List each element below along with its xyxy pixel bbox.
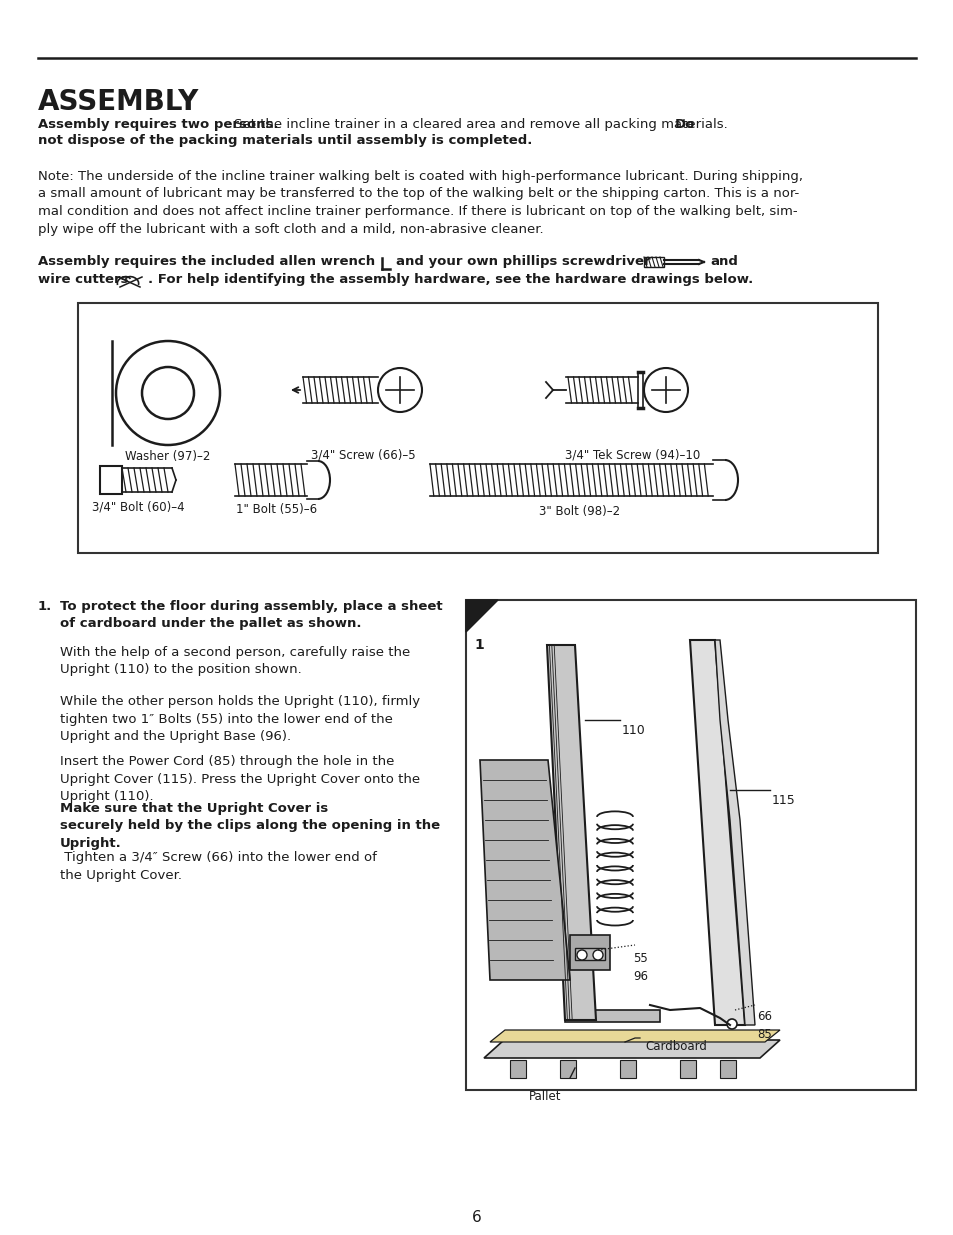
- Text: Assembly requires two persons.: Assembly requires two persons.: [38, 119, 278, 131]
- Text: . For help identifying the assembly hardware, see the hardware drawings below.: . For help identifying the assembly hard…: [148, 273, 753, 287]
- Text: 6: 6: [472, 1210, 481, 1225]
- Text: 96: 96: [633, 969, 647, 983]
- Text: Pallet: Pallet: [528, 1091, 560, 1103]
- Text: Washer (97)–2: Washer (97)–2: [125, 450, 211, 463]
- Polygon shape: [483, 1040, 780, 1058]
- Circle shape: [726, 1019, 737, 1029]
- Polygon shape: [490, 1030, 780, 1042]
- Text: 85: 85: [757, 1028, 771, 1041]
- Text: Set the incline trainer in a cleared area and remove all packing materials.: Set the incline trainer in a cleared are…: [233, 119, 731, 131]
- Text: 1" Bolt (55)–6: 1" Bolt (55)–6: [236, 503, 317, 516]
- Text: Do: Do: [675, 119, 695, 131]
- Text: 110: 110: [621, 724, 645, 737]
- Text: 55: 55: [633, 952, 647, 965]
- Text: 3/4" Tek Screw (94)–10: 3/4" Tek Screw (94)–10: [565, 448, 700, 461]
- Text: Cardboard: Cardboard: [644, 1040, 706, 1053]
- Bar: [720, 1060, 735, 1078]
- Bar: [564, 1010, 659, 1023]
- Text: While the other person holds the Upright (110), firmly
tighten two 1″ Bolts (55): While the other person holds the Upright…: [60, 695, 419, 743]
- Text: ASSEMBLY: ASSEMBLY: [38, 88, 199, 116]
- Bar: [679, 1060, 696, 1078]
- Bar: [559, 1060, 576, 1078]
- Text: With the help of a second person, carefully raise the
Upright (110) to the posit: With the help of a second person, carefu…: [60, 646, 410, 677]
- Text: Tighten a 3/4″ Screw (66) into the lower end of
the Upright Cover.: Tighten a 3/4″ Screw (66) into the lower…: [60, 851, 376, 882]
- Text: Assembly requires the included allen wrench: Assembly requires the included allen wre…: [38, 254, 375, 268]
- Bar: [569, 935, 609, 969]
- Text: To protect the floor during assembly, place a sheet
of cardboard under the palle: To protect the floor during assembly, pl…: [60, 600, 442, 631]
- Text: 1: 1: [474, 638, 483, 652]
- Circle shape: [593, 950, 602, 960]
- Bar: [465, 600, 915, 1091]
- Polygon shape: [465, 600, 497, 632]
- Polygon shape: [546, 645, 596, 1020]
- Text: not dispose of the packing materials until assembly is completed.: not dispose of the packing materials unt…: [38, 135, 532, 147]
- Text: and: and: [709, 254, 737, 268]
- Polygon shape: [689, 640, 744, 1025]
- Text: 3" Bolt (98)–2: 3" Bolt (98)–2: [538, 505, 619, 517]
- Text: Insert the Power Cord (85) through the hole in the
Upright Cover (115). Press th: Insert the Power Cord (85) through the h…: [60, 755, 419, 803]
- Text: and your own phillips screwdriver: and your own phillips screwdriver: [395, 254, 650, 268]
- Text: 3/4" Bolt (60)–4: 3/4" Bolt (60)–4: [91, 500, 184, 513]
- Text: 3/4" Screw (66)–5: 3/4" Screw (66)–5: [311, 448, 415, 461]
- Text: Make sure that the Upright Cover is
securely held by the clips along the opening: Make sure that the Upright Cover is secu…: [60, 802, 439, 850]
- Text: 1.: 1.: [38, 600, 52, 613]
- Bar: [100, 466, 122, 494]
- Polygon shape: [714, 640, 754, 1025]
- Bar: [619, 1060, 636, 1078]
- Bar: [78, 303, 877, 553]
- Bar: [643, 257, 663, 267]
- Bar: [575, 948, 604, 960]
- Text: 66: 66: [757, 1010, 771, 1023]
- Circle shape: [577, 950, 586, 960]
- Bar: [510, 1060, 525, 1078]
- Text: Note: The underside of the incline trainer walking belt is coated with high-perf: Note: The underside of the incline train…: [38, 170, 802, 236]
- Polygon shape: [479, 760, 569, 981]
- Text: wire cutters: wire cutters: [38, 273, 129, 287]
- Text: 115: 115: [771, 794, 795, 806]
